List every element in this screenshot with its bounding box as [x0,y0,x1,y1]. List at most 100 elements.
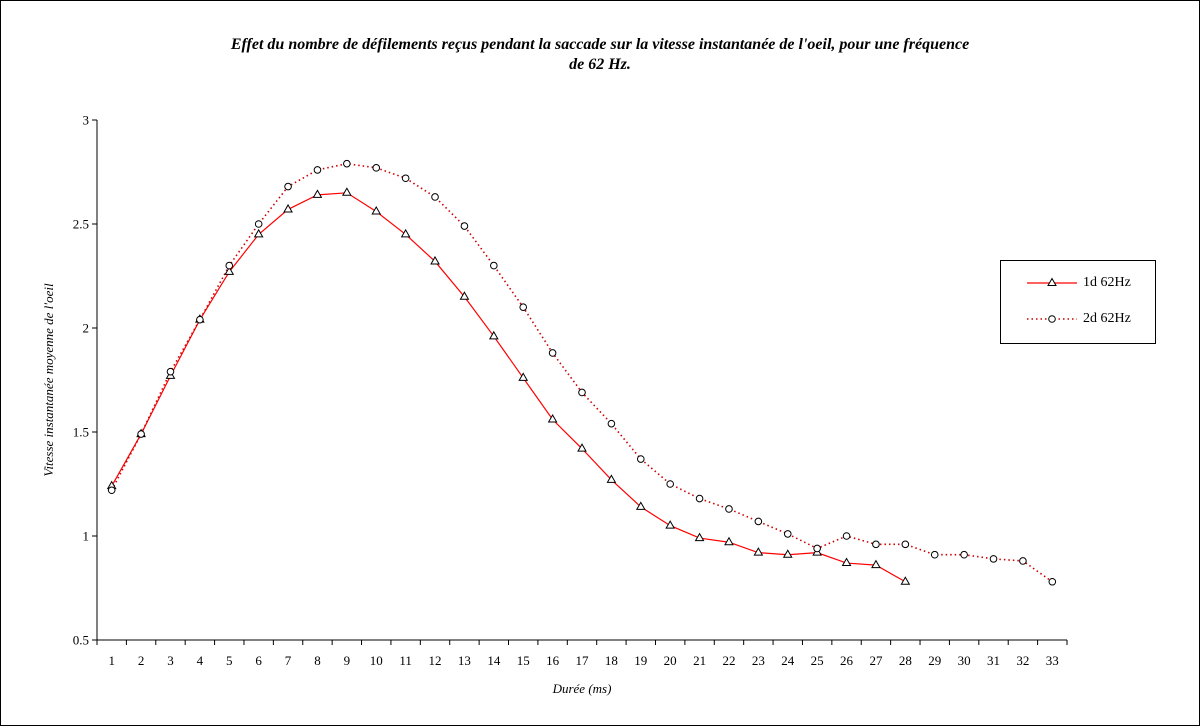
data-point-series-2 [548,349,557,357]
data-point-series-2 [695,494,704,503]
data-point-series-1 [841,557,852,567]
x-tick-label: 22 [722,653,735,668]
x-tick-label: 23 [752,653,765,668]
x-tick-label: 32 [1016,653,1029,668]
x-tick-label: 12 [429,653,442,668]
data-point-series-1 [283,203,293,213]
x-tick-label: 16 [546,653,560,668]
plot-area: 0.511.522.531 2 3 4 5 6 7 8 9 10 11 12 13 14 15 16 17 18 1… [73,113,1068,668]
x-tick-label: 5 [226,653,233,668]
data-point-series-1 [400,228,411,238]
x-tick-label: 33 [1046,653,1059,668]
y-tick-label: 1 [83,529,90,544]
x-tick-label: 13 [458,653,471,668]
y-tick-label: 1.5 [73,425,89,440]
data-point-series-1 [694,532,705,542]
data-point-series-1 [635,501,646,510]
y-axis-title: Vitesse instantanée moyenne de l'oeil [41,283,56,477]
series-line-2 [110,162,1053,583]
x-tick-label: 26 [840,653,854,668]
legend: 1d 62Hz 2d 62Hz [1000,260,1156,344]
x-tick-label: 21 [693,653,706,668]
x-tick-label: 1 [108,653,115,668]
data-point-series-1 [606,474,617,483]
data-point-series-2 [989,555,998,563]
triangle-marker-icon [1047,277,1057,286]
data-point-series-1 [753,547,764,556]
data-point-series-2 [343,159,351,168]
data-point-series-2 [607,419,616,428]
data-point-series-2 [1048,577,1057,586]
x-tick-label: 3 [167,653,174,668]
x-tick-label: 15 [517,653,530,668]
data-point-series-1 [341,187,352,196]
x-tick-label: 10 [370,653,383,668]
data-point-series-1 [371,206,382,215]
legend-swatch-1d-62hz [1027,277,1077,286]
legend-label-1d-62hz: 1d 62Hz [1083,275,1131,290]
x-tick-label: 8 [314,653,321,668]
x-tick-label: 29 [928,653,941,668]
chart-title-line-2: de 62 Hz. [569,56,631,73]
data-point-series-1 [577,443,587,452]
data-point-series-1 [665,520,676,529]
x-tick-label: 24 [781,653,795,668]
data-point-series-2 [872,540,880,549]
x-axis-title: Durée (ms) [552,681,612,696]
x-tick-label: 14 [487,653,501,668]
data-point-series-1 [253,228,264,238]
data-point-series-2 [460,222,469,230]
data-point-series-2 [313,166,322,174]
data-point-series-2 [636,455,645,463]
circle-marker-icon [1048,315,1056,323]
x-tick-label: 17 [576,653,590,668]
x-tick-label: 25 [811,653,824,668]
data-point-series-2 [842,532,851,540]
y-tick-label: 0.5 [73,633,89,648]
x-tick-label: 11 [399,653,412,668]
x-tick-label: 19 [634,653,647,668]
data-point-series-2 [401,174,410,183]
data-point-series-2 [431,193,439,201]
y-tick-label: 3 [83,113,90,128]
data-point-series-2 [783,530,792,538]
data-point-series-1 [459,291,470,300]
data-point-series-1 [724,536,734,546]
data-point-series-2 [666,480,674,488]
x-tick-label: 7 [285,653,292,668]
data-point-series-1 [547,414,558,423]
x-tick-label: 27 [869,653,883,668]
data-point-series-1 [782,549,793,558]
data-point-series-2 [284,182,292,191]
x-tick-label: 20 [664,653,677,668]
data-point-series-2 [754,517,763,526]
x-tick-label: 4 [197,653,204,668]
y-tick-label: 2 [83,321,90,336]
data-point-series-2 [725,505,733,513]
data-point-series-2 [1019,557,1027,565]
legend-item-2d-62hz: 2d 62Hz [1001,309,1157,329]
data-point-series-2 [960,550,968,559]
data-point-series-2 [372,164,381,172]
x-tick-label: 6 [255,653,262,668]
data-point-series-2 [578,388,586,397]
data-point-series-1 [224,266,235,275]
data-point-series-2 [490,261,498,270]
data-point-series-2 [254,220,263,228]
data-point-series-2 [107,486,116,495]
data-point-series-1 [430,255,440,265]
y-tick-label: 2.5 [73,217,89,232]
data-point-series-1 [900,576,911,585]
data-point-series-1 [488,330,499,340]
data-point-series-2 [166,367,175,376]
data-point-series-2 [225,261,234,270]
legend-swatch-2d-62hz [1027,315,1077,323]
data-point-series-2 [930,550,939,559]
x-tick-label: 9 [344,653,351,668]
series-line-1 [111,192,906,583]
data-point-series-2 [813,544,821,553]
data-point-series-2 [137,430,145,438]
x-tick-label: 28 [899,653,912,668]
